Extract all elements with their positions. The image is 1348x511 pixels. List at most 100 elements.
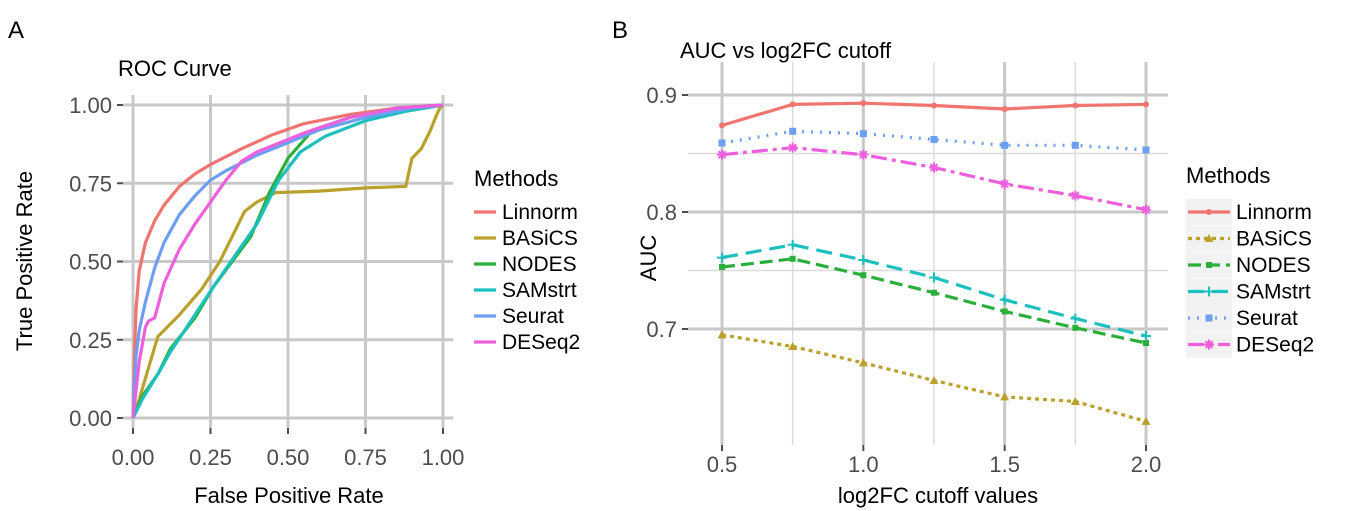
roc-legend: Methods Linnorm BASiCS NODES SAMstrt Seurat D… bbox=[474, 166, 580, 354]
auc-legend-marker-deseq2 bbox=[1204, 339, 1214, 350]
auc-series-linnorm bbox=[719, 100, 1149, 129]
auc-x-tick-label-1: 1.0 bbox=[848, 452, 879, 477]
roc-series-seurat bbox=[131, 103, 444, 419]
roc-series-linnorm bbox=[131, 103, 444, 419]
auc-point-basics-3 bbox=[929, 375, 939, 384]
auc-point-deseq2-1 bbox=[787, 142, 798, 153]
auc-series-basics bbox=[717, 330, 1151, 425]
roc-legend-label-seurat: Seurat bbox=[502, 305, 564, 328]
auc-point-nodes-2 bbox=[860, 272, 867, 279]
auc-legend-label-samstrt: SAMstrt bbox=[1236, 281, 1311, 304]
panel-a: A ROC Curve 0.00 0.25 0.50 0.75 1.00 0.00 0.25… bbox=[8, 17, 580, 508]
auc-point-seurat-4 bbox=[1001, 141, 1009, 149]
auc-grid bbox=[688, 62, 1168, 445]
roc-y-tick-label-0: 0.00 bbox=[69, 406, 112, 431]
auc-legend-label-seurat: Seurat bbox=[1236, 307, 1298, 330]
auc-point-samstrt-1 bbox=[787, 239, 798, 250]
auc-point-nodes-6 bbox=[1143, 340, 1149, 347]
roc-chart-title: ROC Curve bbox=[118, 56, 232, 81]
auc-point-nodes-1 bbox=[789, 255, 796, 262]
auc-point-nodes-5 bbox=[1072, 324, 1079, 331]
auc-legend-title: Methods bbox=[1186, 163, 1270, 188]
auc-point-linnorm-2 bbox=[860, 100, 867, 107]
auc-point-deseq2-0 bbox=[717, 149, 727, 160]
auc-legend-marker-samstrt bbox=[1204, 286, 1214, 297]
auc-point-nodes-3 bbox=[931, 289, 937, 296]
auc-point-basics-1 bbox=[788, 342, 798, 351]
roc-series-lines bbox=[131, 103, 445, 419]
auc-point-basics-0 bbox=[717, 330, 727, 339]
auc-legend: Methods Linnorm BASiCS NODES SAMstrt Seurat D… bbox=[1186, 163, 1314, 358]
auc-series-deseq2 bbox=[717, 142, 1151, 215]
auc-legend-label-linnorm: Linnorm bbox=[1236, 201, 1312, 224]
auc-point-seurat-3 bbox=[930, 135, 938, 143]
auc-series-samstrt bbox=[717, 239, 1151, 342]
roc-y-tick-label-2: 0.50 bbox=[69, 250, 112, 275]
auc-point-basics-2 bbox=[858, 358, 868, 367]
roc-x-tick-label-4: 1.00 bbox=[422, 445, 465, 470]
auc-x-tick-label-3: 2.0 bbox=[1131, 452, 1162, 477]
auc-y-tick-label-1: 0.8 bbox=[646, 200, 677, 225]
auc-point-linnorm-3 bbox=[931, 102, 937, 109]
panel-b: B AUC vs log2FC cutoff 0.5 1.0 1.5 2.00.70.… bbox=[612, 17, 1314, 508]
auc-point-basics-4 bbox=[1000, 392, 1010, 401]
auc-point-linnorm-0 bbox=[719, 122, 725, 129]
auc-point-nodes-4 bbox=[1001, 308, 1008, 315]
roc-legend-title: Methods bbox=[474, 166, 558, 191]
roc-x-axis-label: False Positive Rate bbox=[194, 483, 384, 508]
auc-y-tick-label-0: 0.7 bbox=[646, 317, 677, 342]
panel-letter-b: B bbox=[612, 17, 628, 44]
auc-legend-label-deseq2: DESeq2 bbox=[1236, 334, 1314, 357]
roc-series-samstrt bbox=[131, 103, 444, 419]
roc-legend-label-deseq2: DESeq2 bbox=[502, 331, 580, 354]
auc-point-seurat-2 bbox=[859, 130, 867, 138]
roc-y-tick-label-1: 0.25 bbox=[69, 328, 112, 353]
auc-point-deseq2-5 bbox=[1070, 190, 1081, 201]
auc-legend-marker-basics bbox=[1204, 234, 1214, 242]
auc-point-samstrt-4 bbox=[999, 294, 1010, 305]
auc-x-tick-label-2: 1.5 bbox=[989, 452, 1020, 477]
auc-point-samstrt-6 bbox=[1141, 331, 1151, 342]
auc-legend-marker-nodes bbox=[1206, 262, 1212, 268]
auc-point-seurat-5 bbox=[1071, 141, 1079, 149]
roc-legend-label-basics: BASiCS bbox=[502, 227, 578, 250]
auc-legend-marker-seurat bbox=[1205, 314, 1213, 322]
auc-point-seurat-6 bbox=[1142, 146, 1150, 154]
auc-y-axis-label: AUC bbox=[636, 235, 661, 282]
auc-x-tick-label-0: 0.5 bbox=[707, 452, 738, 477]
roc-x-tick-label-1: 0.25 bbox=[189, 445, 232, 470]
auc-point-deseq2-2 bbox=[858, 149, 869, 160]
auc-series-seurat bbox=[718, 127, 1150, 154]
roc-y-axis-label: True Positive Rate bbox=[12, 171, 37, 351]
auc-point-linnorm-5 bbox=[1072, 102, 1079, 109]
auc-point-linnorm-4 bbox=[1001, 106, 1008, 113]
auc-point-samstrt-0 bbox=[717, 252, 727, 263]
auc-point-basics-6 bbox=[1141, 416, 1151, 425]
auc-ticks: 0.5 1.0 1.5 2.0 0.7 0.8 0.9 bbox=[646, 83, 1161, 477]
roc-x-tick-label-3: 0.75 bbox=[344, 445, 387, 470]
panel-letter-a: A bbox=[8, 17, 24, 44]
auc-series-nodes bbox=[719, 255, 1149, 347]
roc-y-tick-label-4: 1.00 bbox=[69, 93, 112, 118]
auc-legend-label-basics: BASiCS bbox=[1236, 228, 1312, 251]
auc-y-tick-label-2: 0.9 bbox=[646, 83, 677, 108]
roc-x-tick-label-2: 0.50 bbox=[267, 445, 310, 470]
auc-point-deseq2-3 bbox=[929, 162, 939, 173]
auc-point-basics-5 bbox=[1070, 397, 1080, 406]
auc-point-samstrt-2 bbox=[858, 254, 869, 265]
auc-point-deseq2-6 bbox=[1141, 204, 1151, 215]
auc-legend-label-nodes: NODES bbox=[1236, 254, 1311, 277]
auc-point-seurat-1 bbox=[789, 127, 797, 135]
roc-legend-label-linnorm: Linnorm bbox=[502, 201, 578, 224]
auc-point-samstrt-5 bbox=[1070, 313, 1081, 324]
auc-x-axis-label: log2FC cutoff values bbox=[838, 483, 1038, 508]
auc-point-nodes-0 bbox=[719, 263, 725, 270]
roc-y-tick-label-3: 0.75 bbox=[69, 171, 112, 196]
auc-series-lines bbox=[717, 100, 1151, 425]
auc-chart-title: AUC vs log2FC cutoff bbox=[680, 38, 892, 63]
auc-point-samstrt-3 bbox=[929, 272, 939, 283]
auc-point-linnorm-6 bbox=[1143, 101, 1149, 108]
auc-point-seurat-0 bbox=[718, 139, 726, 147]
roc-series-deseq2 bbox=[131, 103, 444, 419]
